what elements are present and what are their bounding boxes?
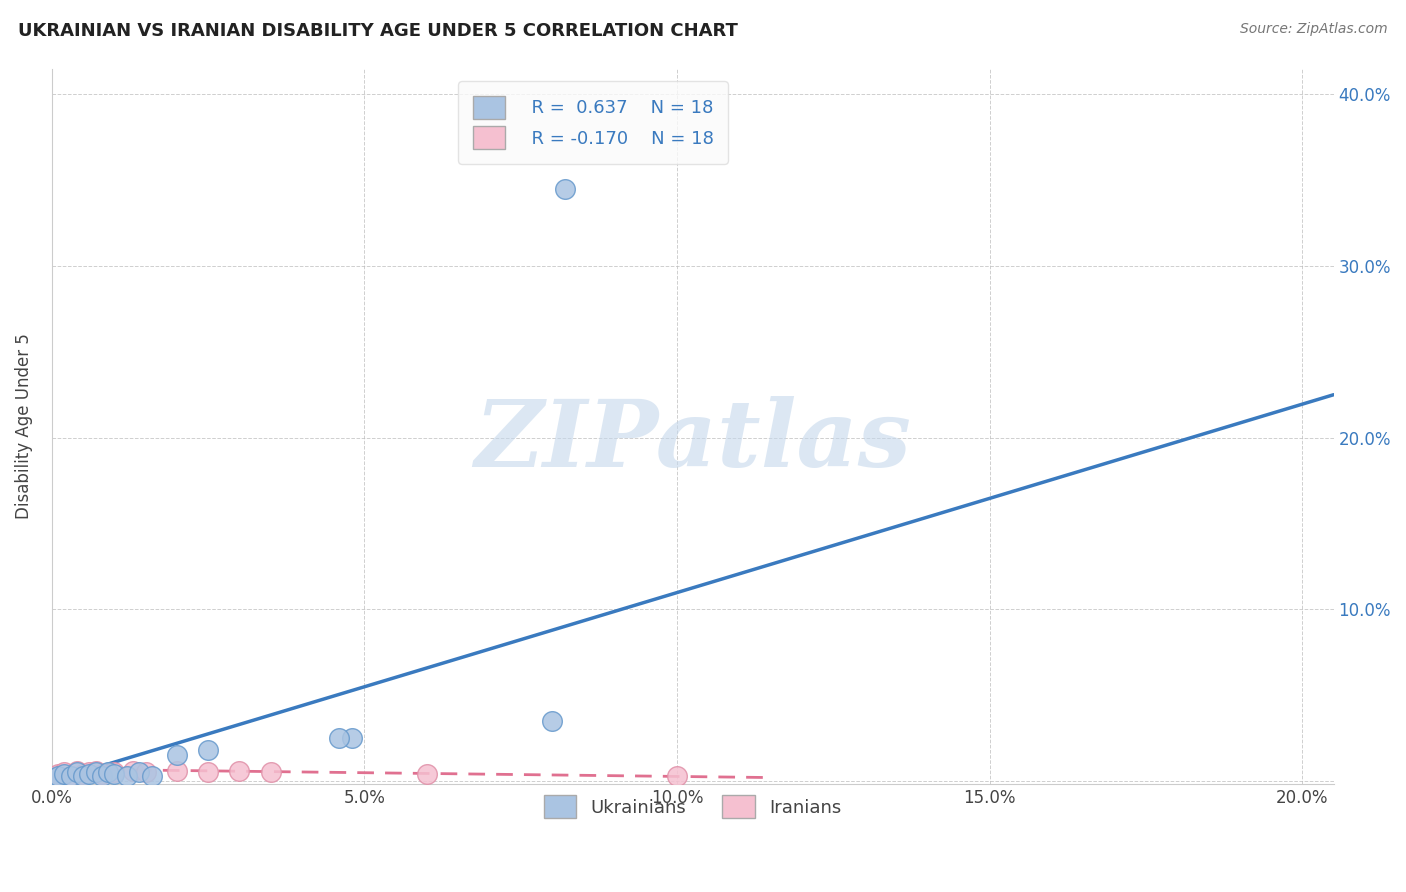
Point xyxy=(103,765,125,780)
Point xyxy=(72,769,94,783)
Point xyxy=(41,771,63,785)
Point xyxy=(259,765,281,780)
Point xyxy=(59,769,82,783)
Point xyxy=(90,769,112,783)
Point xyxy=(97,765,120,780)
Point xyxy=(90,767,112,781)
Point xyxy=(77,765,100,780)
Point xyxy=(84,765,107,780)
Y-axis label: Disability Age Under 5: Disability Age Under 5 xyxy=(15,334,32,519)
Text: UKRAINIAN VS IRANIAN DISABILITY AGE UNDER 5 CORRELATION CHART: UKRAINIAN VS IRANIAN DISABILITY AGE UNDE… xyxy=(18,22,738,40)
Point xyxy=(59,769,82,783)
Point xyxy=(72,767,94,781)
Point xyxy=(66,765,89,780)
Point xyxy=(328,731,350,745)
Point xyxy=(197,743,219,757)
Point xyxy=(541,714,564,728)
Point xyxy=(53,767,76,781)
Point xyxy=(53,765,76,780)
Point xyxy=(340,731,363,745)
Point xyxy=(115,769,138,783)
Point xyxy=(77,767,100,781)
Legend: Ukrainians, Iranians: Ukrainians, Iranians xyxy=(537,788,849,825)
Point xyxy=(416,767,439,781)
Point xyxy=(46,769,69,783)
Point xyxy=(122,764,145,778)
Point xyxy=(228,764,250,778)
Point xyxy=(666,769,689,783)
Point xyxy=(141,769,163,783)
Point xyxy=(166,748,188,763)
Point xyxy=(135,765,157,780)
Point xyxy=(84,764,107,778)
Point xyxy=(166,764,188,778)
Point xyxy=(128,765,150,780)
Point xyxy=(41,769,63,783)
Point xyxy=(103,767,125,781)
Point xyxy=(46,767,69,781)
Text: Source: ZipAtlas.com: Source: ZipAtlas.com xyxy=(1240,22,1388,37)
Point xyxy=(197,765,219,780)
Text: ZIPatlas: ZIPatlas xyxy=(474,396,911,486)
Point xyxy=(66,764,89,778)
Point xyxy=(553,182,575,196)
